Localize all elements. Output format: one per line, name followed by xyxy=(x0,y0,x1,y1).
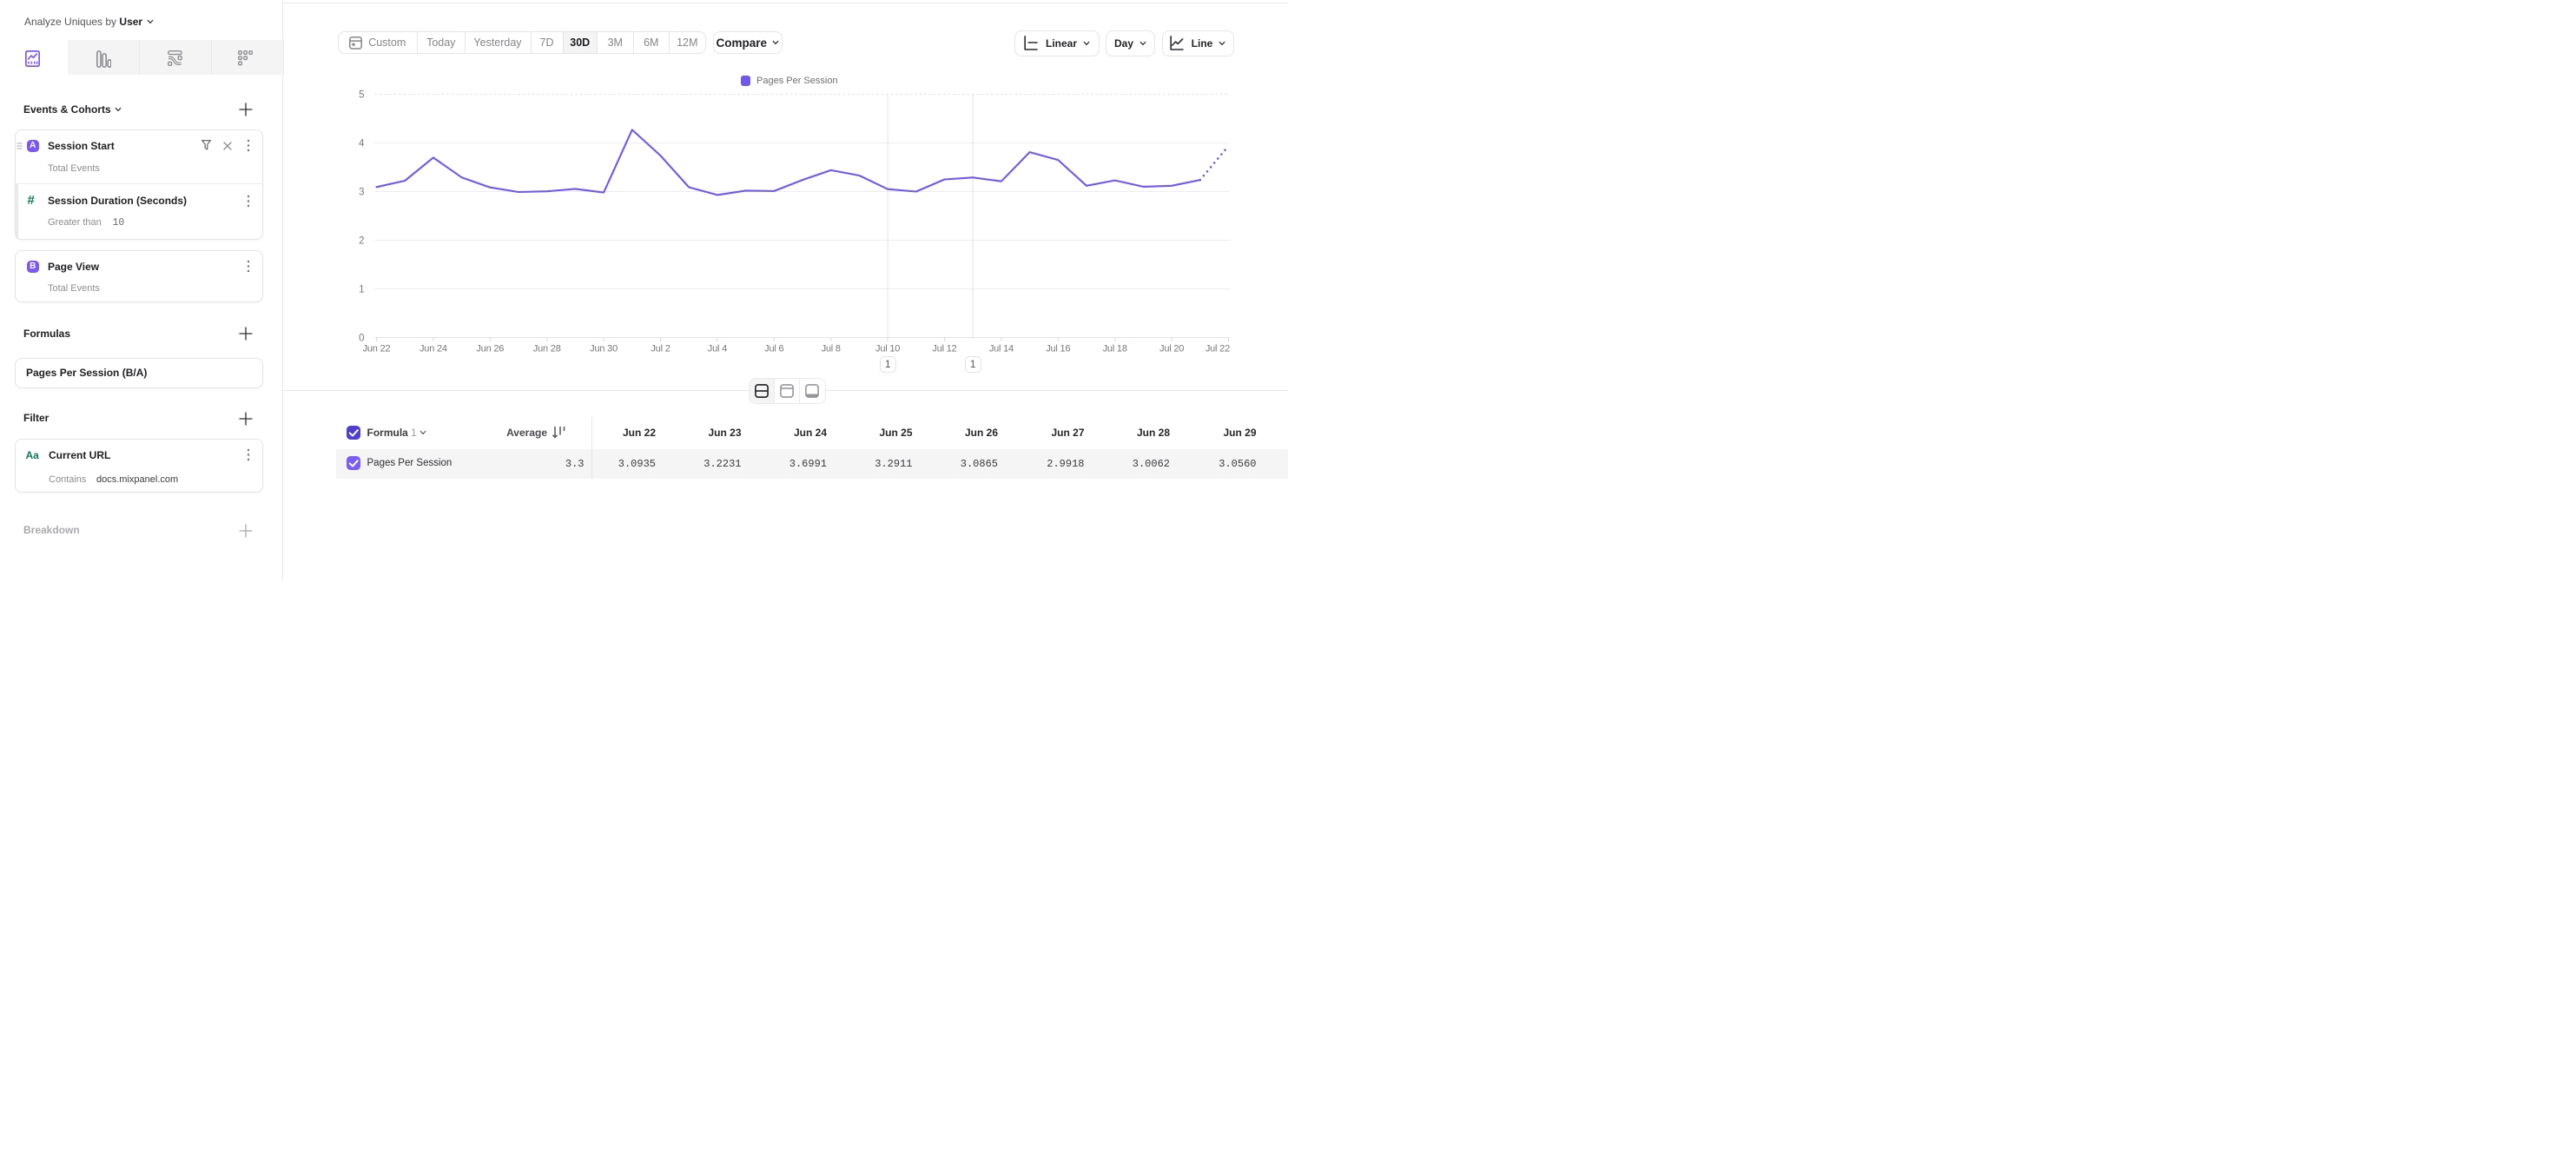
svg-text:2: 2 xyxy=(359,236,364,247)
svg-text:Jul 20: Jul 20 xyxy=(1159,344,1184,354)
svg-text:Jul 12: Jul 12 xyxy=(932,344,956,354)
svg-text:Jun 24: Jun 24 xyxy=(419,344,447,354)
svg-text:Jun 30: Jun 30 xyxy=(590,344,618,354)
svg-text:Jul 4: Jul 4 xyxy=(708,344,727,354)
svg-text:0: 0 xyxy=(359,334,364,344)
svg-text:Jul 16: Jul 16 xyxy=(1046,344,1070,354)
svg-text:5: 5 xyxy=(359,90,364,101)
svg-text:4: 4 xyxy=(359,139,365,149)
svg-text:Jun 28: Jun 28 xyxy=(533,344,561,354)
svg-text:1: 1 xyxy=(359,285,364,295)
svg-text:Jul 8: Jul 8 xyxy=(822,344,841,354)
svg-text:Jul 10: Jul 10 xyxy=(875,344,900,354)
svg-text:Jun 26: Jun 26 xyxy=(476,344,504,354)
svg-text:Jul 14: Jul 14 xyxy=(989,344,1014,354)
svg-text:3: 3 xyxy=(359,188,364,198)
svg-text:Jun 22: Jun 22 xyxy=(363,344,391,354)
svg-text:Jul 6: Jul 6 xyxy=(764,344,783,354)
svg-text:Jul 18: Jul 18 xyxy=(1103,344,1127,354)
svg-text:Jul 22: Jul 22 xyxy=(1205,344,1230,354)
svg-text:Jul 2: Jul 2 xyxy=(651,344,670,354)
